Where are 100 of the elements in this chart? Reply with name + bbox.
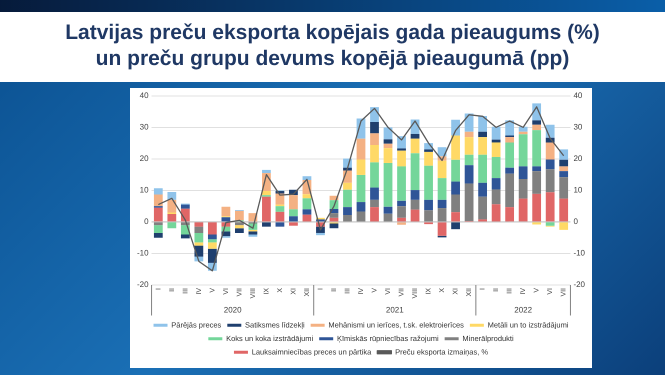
bar (518, 134, 528, 166)
bar (235, 210, 244, 220)
bar (208, 239, 217, 242)
bar (154, 232, 163, 238)
bar (397, 200, 406, 206)
bar (356, 212, 366, 222)
bar (424, 210, 433, 222)
bar (559, 222, 568, 230)
bar (276, 206, 284, 212)
bar (154, 194, 163, 206)
bar (330, 224, 338, 228)
bar (302, 194, 312, 198)
bar (478, 182, 487, 197)
bar (478, 132, 487, 138)
y-tick-label: 30 (140, 122, 150, 132)
text: 2022 (514, 306, 533, 315)
bar (302, 176, 312, 180)
text: 2020 (224, 306, 242, 315)
bar (532, 130, 542, 166)
bar (384, 144, 392, 148)
bar (356, 138, 366, 160)
bar (492, 178, 501, 190)
bar (384, 148, 392, 163)
bar (370, 207, 379, 222)
bar (492, 204, 501, 222)
bar (208, 242, 217, 249)
bar (559, 198, 568, 222)
bar (451, 222, 460, 230)
bar (316, 232, 325, 236)
y2-tick-label: 10 (573, 186, 583, 195)
bar (424, 166, 433, 200)
y2-tick-label: 20 (573, 154, 583, 164)
bar (397, 148, 406, 151)
bar (478, 137, 487, 155)
bar (532, 171, 542, 194)
bar (492, 126, 501, 140)
bar (532, 194, 542, 222)
bar (384, 214, 392, 222)
bar (356, 202, 366, 212)
bar (330, 213, 338, 218)
chart-title: Latvijas preču eksporta kopējais gada pieaugums (%) un preču grupu devums kopējā pieaugumā (pp) (0, 12, 665, 82)
bar (262, 191, 271, 196)
bar (208, 222, 217, 235)
bar (235, 225, 244, 228)
bar (546, 192, 555, 222)
y2-tick-label: -10 (573, 248, 586, 258)
bar (559, 177, 568, 199)
bar (505, 174, 514, 208)
y-tick-label: -10 (137, 248, 150, 258)
bar (384, 206, 392, 214)
bar (397, 218, 406, 222)
bar (532, 120, 542, 125)
bar (208, 234, 217, 240)
bar (438, 208, 446, 222)
bar (505, 168, 514, 174)
bar (330, 218, 338, 222)
bar (221, 206, 230, 216)
bar (492, 140, 501, 142)
bar (289, 195, 298, 210)
bar (464, 183, 474, 221)
bar (194, 242, 204, 246)
bar (518, 198, 528, 222)
bar (464, 137, 474, 155)
bar (262, 222, 271, 227)
bar (410, 190, 420, 200)
bar (384, 127, 392, 140)
bar (559, 160, 568, 166)
bar (276, 222, 284, 227)
bar (167, 222, 176, 228)
bar (505, 120, 514, 136)
bar (410, 134, 420, 139)
bar (221, 217, 230, 222)
bar (289, 222, 298, 226)
bar (302, 209, 312, 215)
bar (451, 136, 460, 160)
bar (464, 165, 474, 184)
bar (424, 152, 433, 166)
bar (505, 137, 514, 142)
bar (289, 216, 298, 222)
bar (154, 188, 163, 194)
bar (397, 222, 406, 225)
bar (356, 174, 366, 202)
bar (546, 159, 555, 170)
bar (546, 169, 555, 192)
bar (478, 154, 487, 183)
bar (370, 133, 379, 145)
bar (438, 222, 446, 236)
bar (478, 116, 487, 132)
bar (451, 182, 460, 194)
bar (532, 124, 542, 130)
bar (451, 160, 460, 182)
bar (410, 153, 420, 190)
bar (384, 162, 392, 207)
bar (518, 132, 528, 134)
bar (410, 138, 420, 154)
bar (424, 149, 433, 152)
bar (438, 160, 446, 178)
bar (262, 170, 271, 174)
bar (559, 166, 568, 172)
bar (397, 150, 406, 166)
